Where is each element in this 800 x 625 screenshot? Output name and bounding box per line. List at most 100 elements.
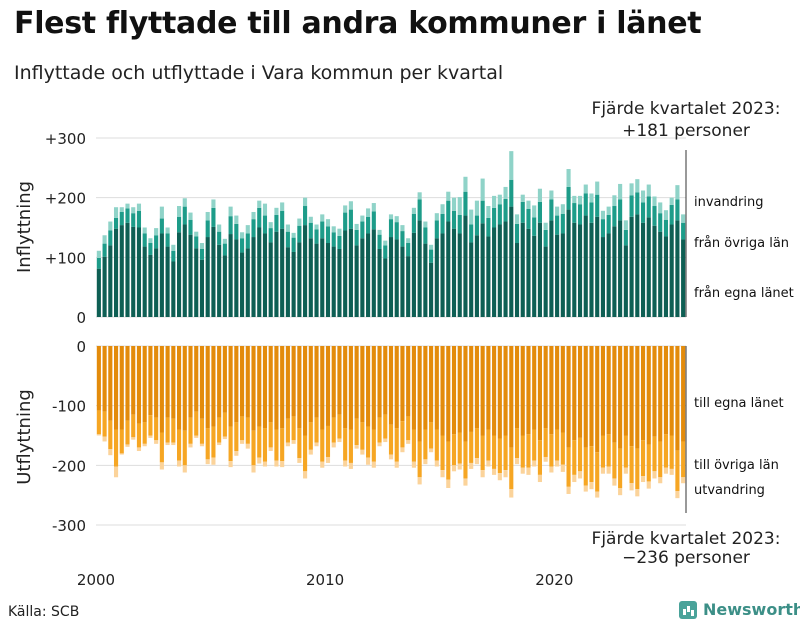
bar-in-0 xyxy=(148,254,153,317)
bar-out-1 xyxy=(560,432,565,465)
bar-in-0 xyxy=(520,222,525,317)
bar-out-0 xyxy=(474,346,479,429)
bar-in-2 xyxy=(331,226,336,233)
bar-in-1 xyxy=(337,235,342,249)
bar-in-2 xyxy=(532,205,537,218)
bar-in-0 xyxy=(262,233,268,317)
bar-out-0 xyxy=(629,346,634,447)
bar-out-1 xyxy=(165,417,170,443)
bar-in-1 xyxy=(537,201,542,223)
bar-out-2 xyxy=(194,435,199,438)
bar-in-0 xyxy=(131,226,136,317)
bar-out-2 xyxy=(228,461,233,468)
bar-in-1 xyxy=(211,207,216,227)
bar-in-2 xyxy=(663,210,669,220)
bar-out-0 xyxy=(497,346,502,439)
bar-out-0 xyxy=(640,346,646,441)
bar-in-0 xyxy=(113,228,119,317)
bar-out-1 xyxy=(262,428,268,462)
bar-in-1 xyxy=(154,235,159,249)
bar-out-2 xyxy=(142,443,147,447)
bar-in-2 xyxy=(566,169,571,187)
bar-in-1 xyxy=(308,222,313,239)
bar-in-1 xyxy=(434,220,439,239)
bar-out-0 xyxy=(194,346,199,412)
bar-in-2 xyxy=(514,214,520,224)
bar-out-0 xyxy=(377,346,382,418)
bar-out-0 xyxy=(131,346,136,415)
bar-out-1 xyxy=(177,429,182,461)
bar-in-2 xyxy=(205,211,210,221)
bar-out-0 xyxy=(646,346,651,445)
bar-in-1 xyxy=(572,203,577,223)
bar-out-2 xyxy=(600,467,605,474)
bar-in-0 xyxy=(240,252,245,317)
bar-out-2 xyxy=(371,461,376,468)
bar-out-1 xyxy=(257,426,262,458)
bar-in-0 xyxy=(159,233,164,317)
bar-in-2 xyxy=(102,235,107,244)
bar-out-2 xyxy=(245,443,250,449)
bar-in-2 xyxy=(217,224,222,232)
bar-out-2 xyxy=(663,467,669,474)
bar-in-0 xyxy=(640,222,646,317)
bar-in-0 xyxy=(532,235,537,317)
bar-in-0 xyxy=(394,239,399,317)
bar-in-2 xyxy=(658,202,663,214)
bar-in-2 xyxy=(589,193,594,203)
series-label-till-egna-lanet: till egna länet xyxy=(694,396,784,411)
bar-out-1 xyxy=(451,434,457,466)
bar-out-2 xyxy=(377,442,382,447)
bar-in-0 xyxy=(618,220,623,317)
bar-out-1 xyxy=(583,447,588,486)
bar-out-2 xyxy=(440,470,445,478)
bar-in-1 xyxy=(400,231,405,247)
bar-out-2 xyxy=(497,473,502,481)
bar-out-1 xyxy=(457,432,462,464)
bar-in-0 xyxy=(251,237,256,317)
bar-out-1 xyxy=(589,446,594,483)
bar-out-2 xyxy=(119,453,124,455)
bar-out-0 xyxy=(177,346,182,430)
bar-in-0 xyxy=(360,238,365,317)
bar-in-2 xyxy=(618,183,623,200)
annotation-bottom-line2: −236 personer xyxy=(622,548,750,568)
x-tick-label: 2000 xyxy=(77,571,115,589)
bar-out-0 xyxy=(480,346,485,436)
bar-in-0 xyxy=(451,228,457,317)
bar-in-0 xyxy=(612,226,617,317)
bar-in-0 xyxy=(560,233,565,317)
bar-out-2 xyxy=(348,462,353,469)
bar-in-1 xyxy=(297,225,302,243)
bar-out-2 xyxy=(280,461,285,468)
bar-in-2 xyxy=(440,204,445,214)
bar-out-0 xyxy=(303,346,308,436)
chart-subtitle: Inflyttade och utflyttade i Vara kommun … xyxy=(14,62,504,84)
bar-out-1 xyxy=(303,435,308,472)
bar-out-2 xyxy=(549,466,554,473)
bar-in-1 xyxy=(549,199,554,221)
bar-out-2 xyxy=(503,470,508,478)
bar-in-2 xyxy=(131,207,136,214)
bar-in-1 xyxy=(457,214,462,234)
bar-out-0 xyxy=(125,346,130,421)
bar-in-2 xyxy=(400,225,405,232)
bar-out-2 xyxy=(199,443,205,447)
bar-in-1 xyxy=(142,233,147,247)
bar-out-2 xyxy=(532,460,537,467)
bar-out-0 xyxy=(291,346,296,417)
bar-out-0 xyxy=(440,346,445,436)
bar-out-2 xyxy=(514,458,520,465)
bar-out-1 xyxy=(108,420,113,450)
bar-out-2 xyxy=(343,460,348,467)
bar-in-1 xyxy=(354,229,359,246)
bar-out-2 xyxy=(606,466,611,474)
bar-out-1 xyxy=(222,412,227,437)
bar-out-1 xyxy=(371,429,376,462)
brand-logo[interactable]: Newsworthy xyxy=(679,600,800,619)
y-axis-label-utflyttning: Utflyttning xyxy=(14,389,35,485)
bar-out-2 xyxy=(113,466,119,478)
bar-out-1 xyxy=(131,414,136,438)
x-tick-label: 2010 xyxy=(306,571,344,589)
bar-in-0 xyxy=(635,214,640,317)
